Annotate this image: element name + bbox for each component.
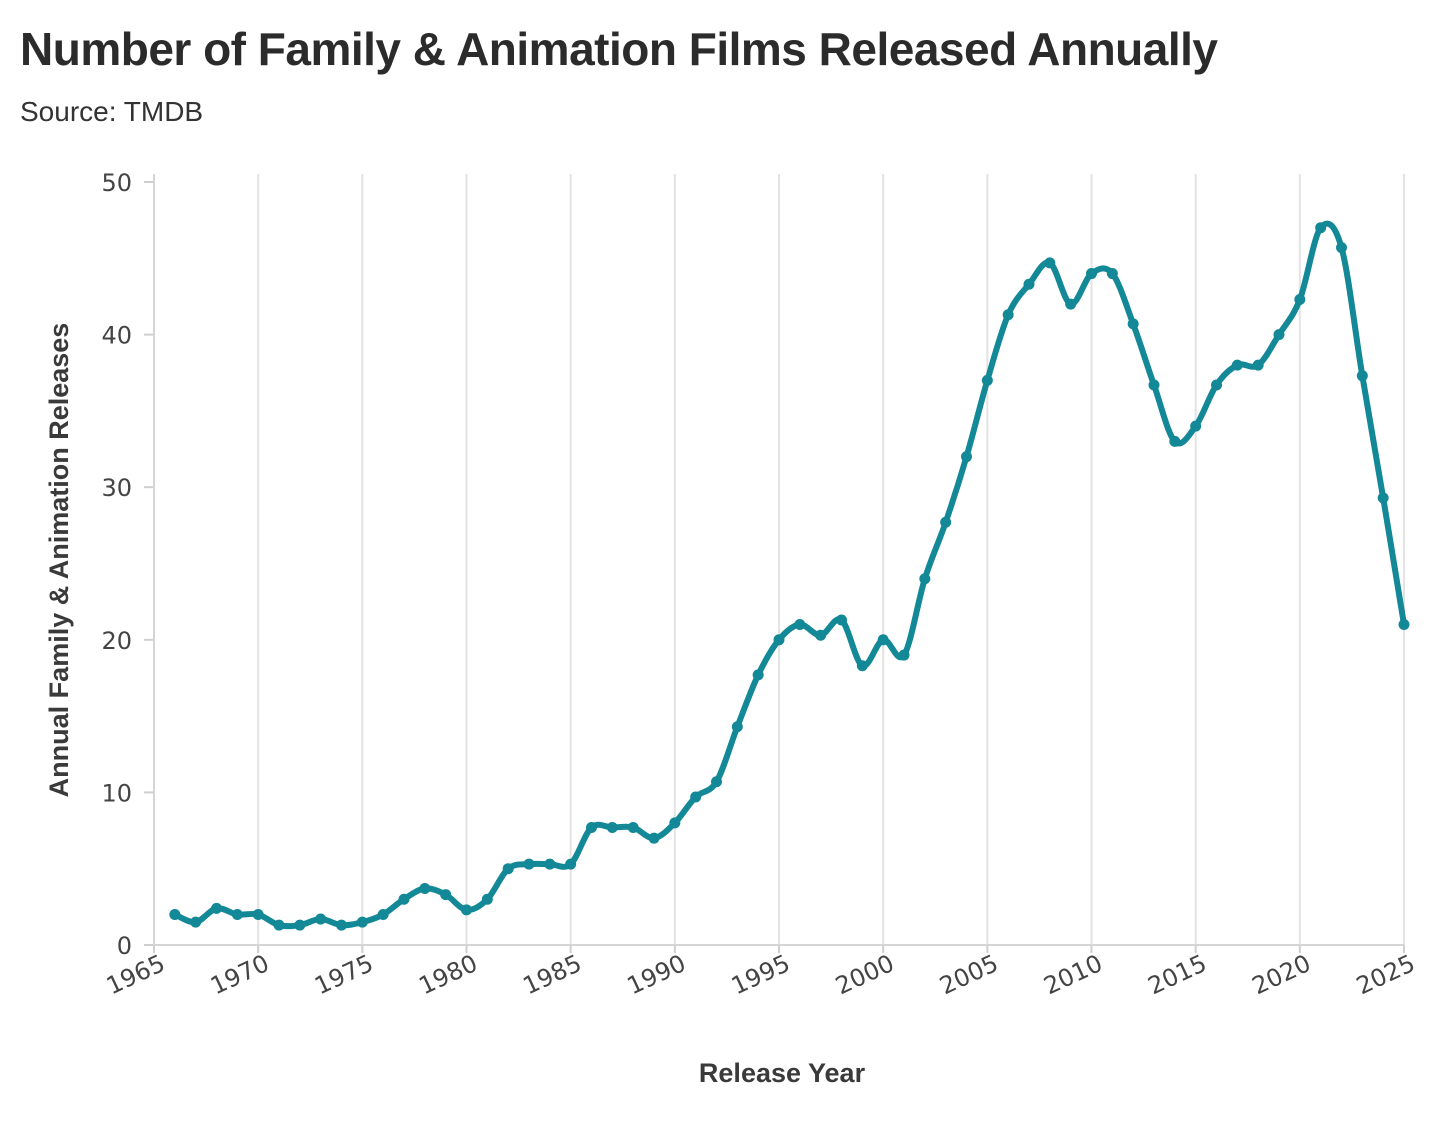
- x-tick-label: 1985: [519, 949, 586, 1000]
- data-point: [1377, 492, 1389, 504]
- x-tick-label: 1980: [415, 949, 482, 1000]
- data-point: [627, 821, 639, 833]
- data-point: [481, 893, 493, 905]
- x-tick-label: 2005: [935, 949, 1002, 1000]
- x-tick-label: 2025: [1352, 949, 1419, 1000]
- data-point: [502, 863, 514, 875]
- data-point: [336, 919, 347, 931]
- data-point: [690, 791, 702, 803]
- tick-labels: 1965 1970 1975 1980 1985 1990 1995 2000 2005 2010…: [101, 169, 1419, 1000]
- data-point: [1273, 329, 1285, 341]
- axes: [144, 174, 1405, 953]
- data-point: [356, 916, 368, 928]
- data-point: [294, 919, 306, 931]
- data-point: [231, 908, 243, 920]
- chart-subtitle: Source: TMDB: [20, 96, 204, 127]
- data-point: [315, 913, 327, 925]
- data-point: [211, 902, 222, 914]
- data-point: [586, 821, 597, 833]
- chart-title: Number of Family & Animation Films Relea…: [20, 23, 1218, 75]
- series-layer: [169, 220, 1410, 931]
- data-point: [1294, 294, 1306, 306]
- data-point: [1086, 268, 1097, 280]
- data-point: [1231, 359, 1243, 371]
- data-point: [565, 858, 577, 870]
- y-tick-label: 0: [117, 932, 132, 960]
- data-point: [273, 919, 285, 931]
- data-point: [981, 374, 993, 386]
- series-line: [171, 220, 1407, 930]
- data-point: [731, 721, 743, 733]
- data-point: [252, 908, 264, 920]
- data-point: [1127, 318, 1139, 330]
- data-point: [1023, 278, 1035, 290]
- data-point: [461, 904, 472, 916]
- x-tick-label: 1975: [310, 949, 377, 1000]
- data-point: [794, 619, 806, 631]
- y-tick-label: 20: [101, 627, 132, 655]
- x-tick-label: 1990: [623, 949, 690, 1000]
- data-point: [1252, 359, 1264, 371]
- data-point: [606, 821, 618, 833]
- data-point: [669, 817, 681, 829]
- data-point: [1065, 298, 1077, 310]
- y-tick-label: 50: [101, 169, 132, 197]
- data-point: [523, 858, 535, 870]
- x-tick-label: 1965: [102, 949, 169, 1000]
- x-axis-title: Release Year: [699, 1058, 866, 1088]
- data-point: [940, 516, 952, 528]
- grid-lines: [153, 174, 1405, 945]
- data-point: [877, 634, 889, 646]
- y-axis-title: Annual Family & Animation Releases: [44, 323, 74, 798]
- y-tick-label: 30: [101, 474, 132, 502]
- data-point: [919, 573, 931, 585]
- data-point: [711, 776, 722, 788]
- data-point: [836, 614, 847, 626]
- x-tick-label: 2015: [1144, 949, 1211, 1000]
- data-point: [440, 889, 452, 901]
- data-point: [377, 908, 389, 920]
- data-point: [1148, 379, 1160, 391]
- data-point: [1190, 420, 1202, 432]
- data-point: [1169, 435, 1181, 447]
- data-point: [815, 629, 827, 641]
- x-tick-label: 1995: [727, 949, 794, 1000]
- data-point: [898, 649, 910, 661]
- data-point: [1044, 257, 1056, 269]
- y-tick-label: 40: [101, 322, 132, 350]
- data-point: [1398, 619, 1410, 631]
- data-point: [398, 893, 410, 905]
- data-point: [856, 660, 868, 672]
- data-point: [961, 451, 972, 463]
- data-point: [752, 669, 764, 681]
- data-point: [1106, 268, 1118, 280]
- data-point: [190, 916, 202, 928]
- data-point: [648, 832, 660, 844]
- data-point: [1356, 370, 1368, 382]
- data-point: [169, 908, 181, 920]
- data-point: [419, 883, 431, 895]
- data-point: [1211, 379, 1222, 391]
- x-tick-label: 1970: [206, 949, 273, 1000]
- y-tick-label: 10: [101, 779, 132, 807]
- x-tick-label: 2020: [1248, 949, 1315, 1000]
- x-tick-label: 2010: [1040, 949, 1107, 1000]
- data-point: [544, 858, 556, 870]
- x-tick-label: 2000: [831, 949, 898, 1000]
- data-point: [1315, 222, 1327, 234]
- data-point: [1002, 309, 1014, 321]
- data-point: [773, 634, 785, 646]
- data-point: [1336, 242, 1347, 254]
